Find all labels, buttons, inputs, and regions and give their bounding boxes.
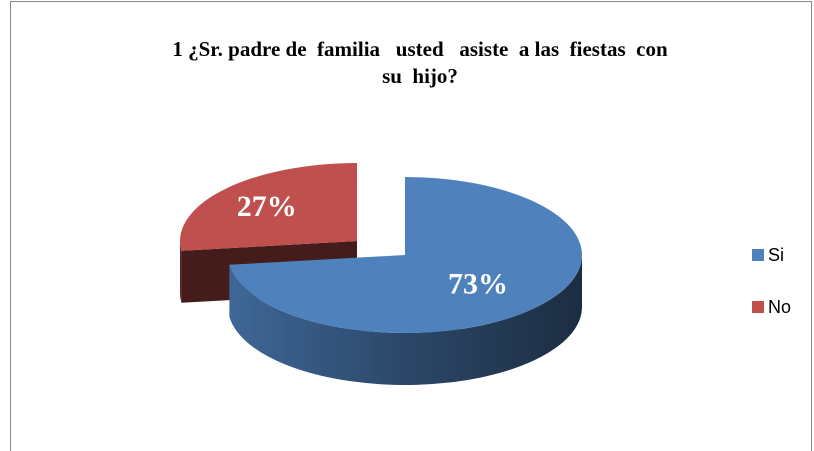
pie-slice (179, 163, 357, 251)
chart-title: su hijo? (382, 64, 458, 88)
legend-label: No (768, 297, 791, 317)
legend-swatch (752, 301, 764, 313)
legend-swatch (752, 249, 764, 261)
chart-title: 1 ¿Sr. padre de familia usted asiste a l… (172, 37, 668, 61)
slice-side (179, 241, 182, 303)
legend-label: Si (768, 245, 784, 265)
slice-side (229, 255, 582, 386)
pie-slice (229, 177, 582, 333)
data-label: 73% (448, 267, 508, 300)
data-label: 27% (237, 190, 297, 223)
